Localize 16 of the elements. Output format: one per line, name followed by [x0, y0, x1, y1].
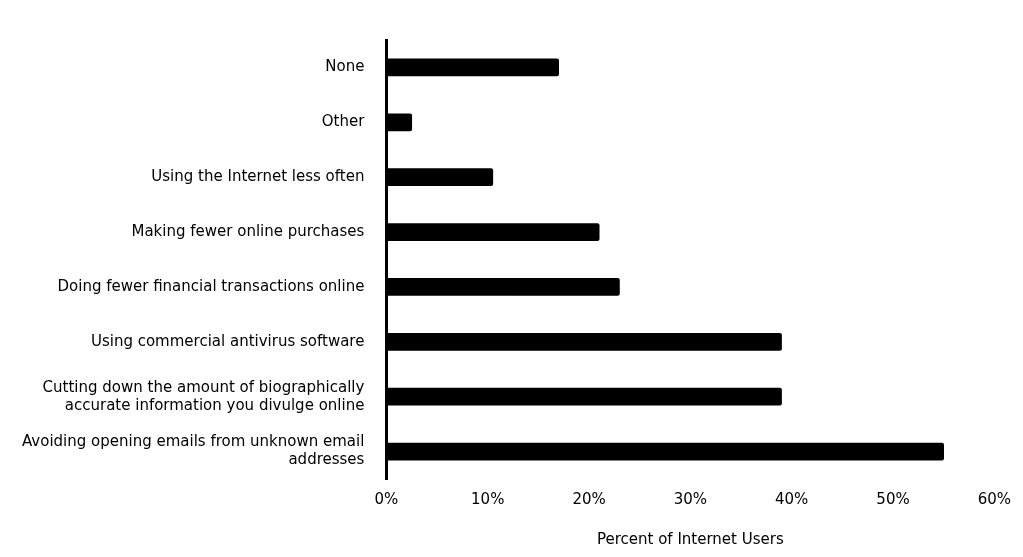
x-tick-label: 40%	[775, 489, 809, 508]
x-tick-label: 60%	[977, 489, 1011, 508]
x-tick-label: 10%	[471, 489, 505, 508]
y-tick-label: None	[325, 57, 365, 76]
y-tick-label: Doing fewer financial transactions online	[57, 276, 365, 295]
x-axis-title: Percent of Internet Users	[596, 529, 784, 548]
x-tick-label: 20%	[572, 489, 606, 508]
y-tick-label: Using commercial antivirus software	[90, 331, 365, 350]
y-tick-label: Other	[321, 112, 366, 131]
y-tick-label: Using the Internet less often	[151, 167, 365, 186]
y-tick-label: Making fewer online purchases	[131, 221, 365, 240]
x-tick-label: 50%	[876, 489, 910, 508]
y-tick-label: Avoiding opening emails from unknown email addresses	[21, 432, 365, 469]
x-tick-label: 0%	[374, 489, 399, 508]
y-tick-label: Cutting down the amount of biographically accurate information you divulge online	[42, 377, 365, 414]
x-tick-label: 30%	[673, 489, 708, 508]
